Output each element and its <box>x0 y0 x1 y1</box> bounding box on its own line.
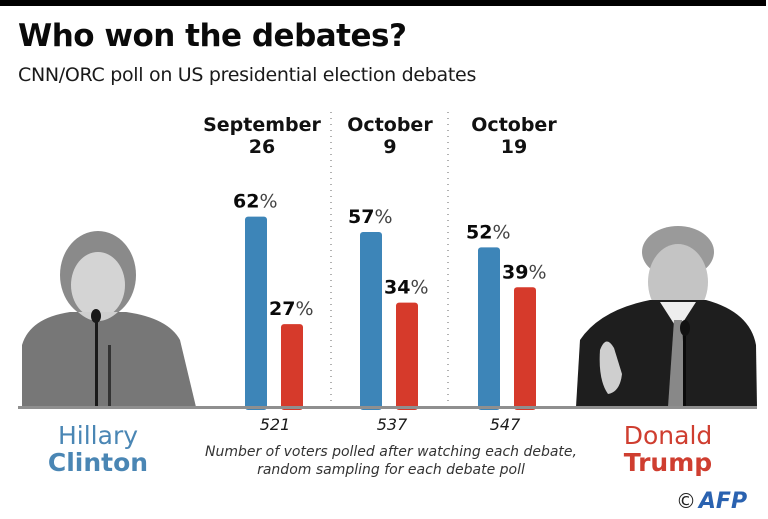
page-subtitle: CNN/ORC poll on US presidential election… <box>18 64 477 86</box>
category-label-line1: October <box>471 114 557 136</box>
category-label-line1: October <box>347 114 433 136</box>
sample-size: 537 <box>377 415 408 434</box>
bar-trump <box>396 302 418 410</box>
sample-size: 521 <box>260 415 291 434</box>
category-label-line2: 19 <box>501 136 527 158</box>
baseline <box>18 406 757 409</box>
sample-note-line1: Number of voters polled after watching e… <box>205 444 577 460</box>
trump-last-name: Trump <box>624 448 712 477</box>
page-title: Who won the debates? <box>18 18 407 54</box>
category-label-line2: 26 <box>249 136 275 158</box>
bar-trump <box>281 324 303 410</box>
bar-clinton <box>478 247 500 410</box>
value-label: 34% <box>384 277 429 299</box>
copyright-icon: © <box>676 489 696 513</box>
bar-trump <box>514 287 536 410</box>
clinton-first-name: Hillary <box>58 421 138 450</box>
value-label: 27% <box>269 298 314 320</box>
category-label-line2: 9 <box>383 136 396 158</box>
value-label: 62% <box>233 191 278 213</box>
value-labels-layer: 62% 57% 52% 27% 34% 39% <box>233 191 547 320</box>
value-label: 52% <box>466 221 511 243</box>
bar-clinton <box>360 232 382 410</box>
category-label-line1: September <box>203 114 321 136</box>
clinton-last-name: Clinton <box>48 448 148 477</box>
afp-logo: AFP <box>697 489 747 514</box>
top-rule <box>0 0 766 6</box>
trump-first-name: Donald <box>624 421 713 450</box>
bars-layer <box>245 216 536 410</box>
value-label: 39% <box>502 261 547 283</box>
sample-size: 547 <box>490 415 521 434</box>
clinton-photo <box>22 231 196 407</box>
value-label: 57% <box>348 206 393 228</box>
bar-clinton <box>245 216 267 410</box>
sample-note-line2: random sampling for each debate poll <box>257 462 525 478</box>
trump-photo <box>576 226 757 407</box>
